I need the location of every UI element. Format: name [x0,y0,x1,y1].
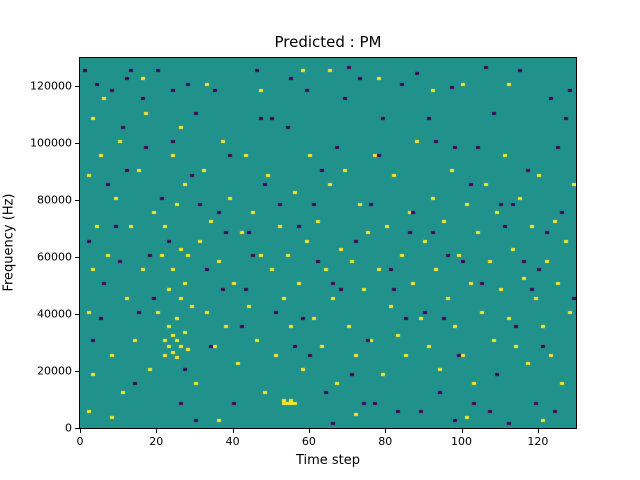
x-tick-mark [461,429,463,433]
x-tick-mark [308,429,310,433]
y-tick-mark [75,86,80,88]
y-tick-mark [75,143,80,145]
x-tick-mark [385,429,387,433]
x-axis-label: Time step [295,453,361,468]
heatmap-canvas [80,58,576,428]
x-tick-label: 120 [527,435,549,448]
x-tick-label: 0 [76,435,84,448]
x-tick-label: 40 [225,435,240,448]
x-tick-mark [80,429,81,433]
y-tick-mark [75,257,80,259]
y-tick-label: 60000 [37,250,72,264]
x-tick-mark [156,429,158,433]
y-tick-label: 120000 [30,79,72,93]
x-tick-label: 80 [378,435,393,448]
y-tick-mark [75,428,80,429]
y-tick-label: 20000 [37,364,72,378]
y-tick-label: 80000 [37,193,72,207]
x-tick-mark [232,429,234,433]
y-axis-label: Frequency (Hz) [1,193,17,292]
x-tick-label: 60 [301,435,316,448]
y-tick-label: 100000 [30,136,72,150]
x-tick-label: 100 [451,435,473,448]
y-tick-label: 40000 [37,307,72,321]
y-tick-mark [75,314,80,316]
chart-title: Predicted : PM [274,33,382,51]
y-tick-mark [75,200,80,202]
x-tick-label: 20 [149,435,164,448]
plot-area [79,57,577,429]
y-tick-mark [75,371,80,373]
x-tick-mark [537,429,539,433]
y-tick-label: 0 [65,421,72,435]
